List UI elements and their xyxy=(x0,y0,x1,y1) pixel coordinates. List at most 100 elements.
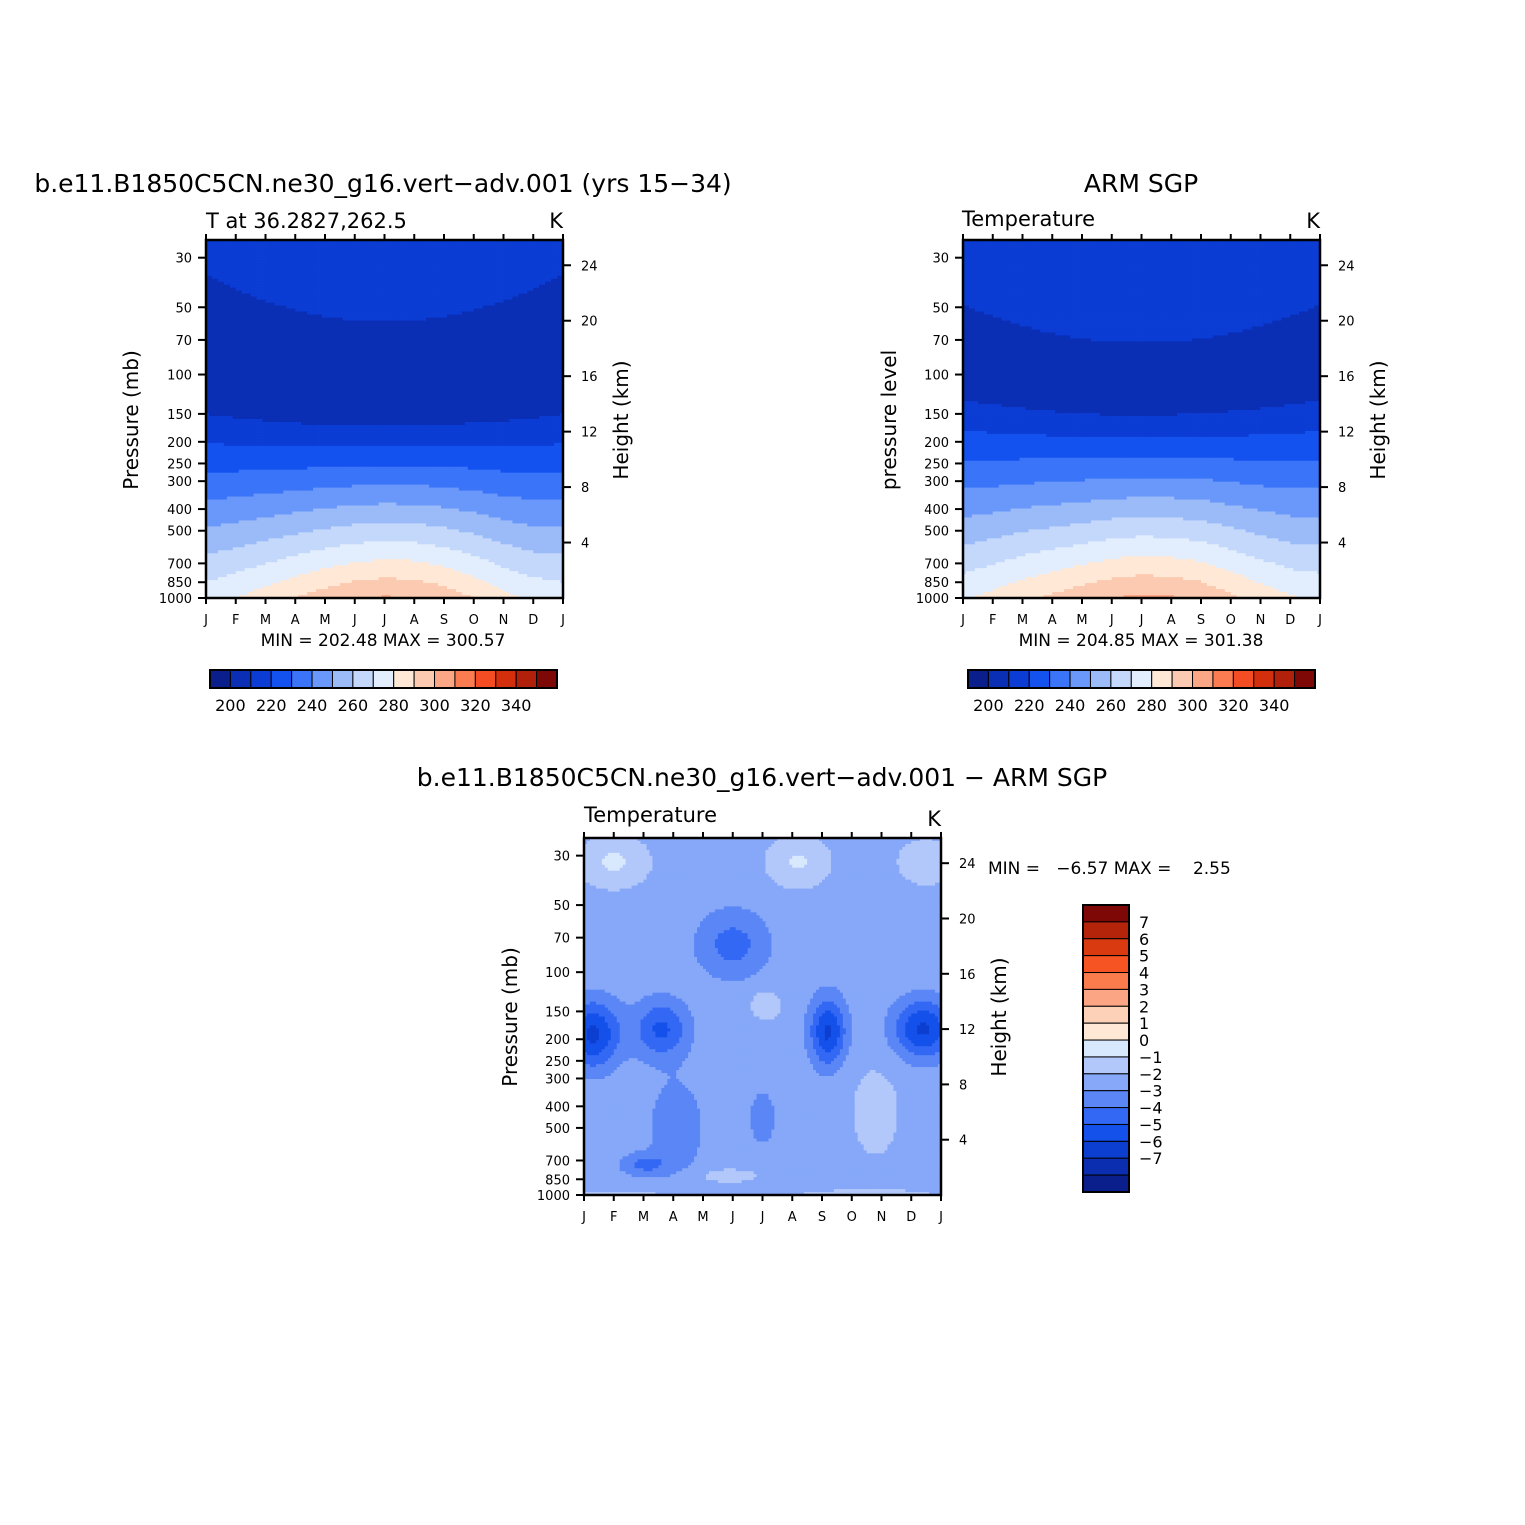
contour-cell xyxy=(539,350,543,354)
contour-cell xyxy=(351,240,356,244)
contour-cell xyxy=(345,257,350,262)
contour-cell xyxy=(446,323,451,327)
contour-cell xyxy=(372,245,376,250)
contour-cell xyxy=(393,257,397,262)
contour-cell xyxy=(530,287,534,292)
contour-cell xyxy=(336,287,341,292)
contour-cell xyxy=(295,240,299,244)
contour-cell xyxy=(411,296,415,301)
contour-cell xyxy=(411,362,415,366)
contour-cell xyxy=(467,260,472,265)
contour-cell xyxy=(289,332,293,336)
contour-cell xyxy=(226,320,231,324)
contour-cell xyxy=(339,284,344,289)
contour-cell xyxy=(298,326,302,330)
contour-cell xyxy=(307,305,311,310)
contour-cell xyxy=(268,302,272,307)
contour-cell xyxy=(333,266,338,271)
contour-cell xyxy=(226,353,231,357)
contour-cell xyxy=(384,245,388,250)
contour-cell xyxy=(551,245,555,250)
contour-cell xyxy=(497,275,501,280)
contour-cell xyxy=(262,248,266,253)
contour-cell xyxy=(384,344,388,348)
contour-cell xyxy=(539,308,543,312)
contour-cell xyxy=(548,305,552,310)
contour-cell xyxy=(539,248,543,253)
contour-cell xyxy=(426,260,430,265)
contour-cell xyxy=(345,308,350,312)
contour-cell xyxy=(414,275,418,280)
contour-cell xyxy=(432,338,436,342)
contour-cell xyxy=(512,344,516,348)
contour-cell xyxy=(414,302,418,307)
contour-cell xyxy=(283,251,287,256)
contour-cell xyxy=(244,326,249,330)
contour-cell xyxy=(438,308,442,312)
contour-cell xyxy=(313,263,317,268)
contour-cell xyxy=(283,314,287,318)
contour-cell xyxy=(363,296,368,301)
contour-cell xyxy=(482,269,487,274)
contour-cell xyxy=(360,302,365,307)
contour-cell xyxy=(319,326,323,330)
contour-cell xyxy=(524,266,528,271)
contour-cell xyxy=(402,314,406,318)
contour-cell xyxy=(449,242,454,247)
contour-cell xyxy=(232,350,237,354)
contour-cell xyxy=(250,332,255,336)
contour-cell xyxy=(277,302,281,307)
contour-cell xyxy=(342,296,347,301)
contour-cell xyxy=(476,257,481,262)
contour-cell xyxy=(515,332,519,336)
contour-cell xyxy=(536,353,540,357)
contour-cell xyxy=(381,266,385,271)
contour-cell xyxy=(414,251,418,256)
contour-cell xyxy=(333,275,338,280)
contour-cell xyxy=(333,290,338,295)
contour-cell xyxy=(491,326,495,330)
contour-cell xyxy=(301,287,305,292)
contour-cell xyxy=(554,254,558,259)
contour-cell xyxy=(208,317,213,321)
contour-cell xyxy=(503,290,507,295)
contour-cell xyxy=(357,317,362,321)
contour-cell xyxy=(295,329,299,333)
contour-cell xyxy=(247,240,252,244)
contour-cell xyxy=(444,278,448,283)
contour-cell xyxy=(304,269,308,274)
contour-cell xyxy=(446,242,451,247)
contour-cell xyxy=(271,248,275,253)
contour-cell xyxy=(518,311,522,315)
contour-cell xyxy=(348,257,353,262)
contour-cell xyxy=(503,254,507,259)
contour-cell xyxy=(208,362,213,366)
contour-cell xyxy=(390,254,394,259)
contour-cell xyxy=(265,278,269,283)
contour-cell xyxy=(375,275,379,280)
contour-cell xyxy=(211,338,216,342)
contour-cell xyxy=(256,323,260,327)
contour-cell xyxy=(423,338,427,342)
contour-cell xyxy=(470,320,475,324)
contour-cell xyxy=(307,254,311,259)
contour-cell xyxy=(357,359,362,363)
contour-cell xyxy=(327,356,332,360)
contour-cell xyxy=(444,305,448,310)
contour-cell xyxy=(232,359,237,363)
contour-cell xyxy=(232,305,237,310)
contour-cell xyxy=(232,266,237,271)
contour-cell xyxy=(467,320,472,324)
contour-cell xyxy=(518,284,522,289)
contour-cell xyxy=(494,293,498,298)
contour-cell xyxy=(256,359,260,363)
contour-cell xyxy=(402,290,406,295)
contour-cell xyxy=(405,356,409,360)
contour-cell xyxy=(444,332,448,336)
contour-cell xyxy=(369,293,374,298)
contour-cell xyxy=(372,314,376,318)
contour-cell xyxy=(366,278,371,283)
contour-cell xyxy=(408,263,412,268)
contour-cell xyxy=(405,359,409,363)
contour-cell xyxy=(500,299,504,304)
